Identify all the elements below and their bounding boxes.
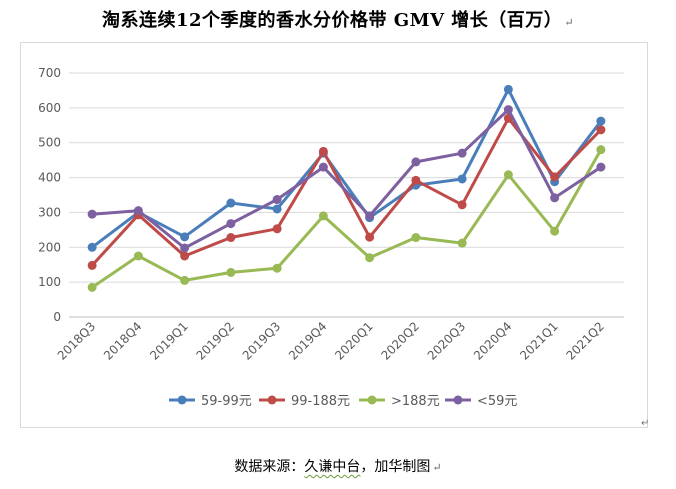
data-point [457,200,467,210]
series-line [90,148,603,289]
data-point [596,116,606,126]
x-tick-label: 2019Q1 [147,319,191,363]
data-point [318,211,328,221]
data-point [226,198,236,208]
y-tick-label: 200 [38,240,61,254]
chart-frame: 0 100 200 300 400 500 600 700 2018Q3 2018Q4 2019Q1… [20,42,648,428]
y-tick-label: 700 [38,66,61,80]
data-point [457,238,467,248]
data-point [550,172,560,182]
data-point [596,125,606,135]
paragraph-mark: ↵ [564,16,575,29]
legend-label: >188元 [391,394,440,409]
data-point [133,206,143,216]
data-point [411,233,421,243]
data-point [87,209,97,219]
legend-marker [177,395,187,405]
data-point [272,204,282,214]
data-point [457,148,467,158]
chart-title-text: 淘系连续12个季度的香水分价格带 GMV 增长（百万） [101,10,563,31]
x-tick-label: 2021Q1 [517,319,561,363]
data-point [226,267,236,277]
data-point [180,275,190,285]
data-point [226,233,236,243]
legend-label: <59元 [477,394,517,409]
y-tick-label: 400 [38,171,61,185]
x-tick-label: 2020Q4 [471,319,515,363]
source-prefix: 数据来源： [234,459,305,475]
data-point [272,224,282,234]
series-line [90,108,603,250]
data-point [180,251,190,261]
data-point [503,105,513,115]
legend-marker [367,395,377,405]
source-name: 久谦中台 [304,459,361,475]
data-point [550,226,560,236]
legend-label: 99-188元 [291,394,350,409]
x-tick-label: 2020Q1 [332,319,376,363]
paragraph-mark: ↵ [641,418,650,429]
source-note: 数据来源：久谦中台，加华制图 ↵ [0,456,676,476]
x-tick-label: 2018Q3 [55,319,99,363]
line-chart: 0 100 200 300 400 500 600 700 2018Q3 2018Q4 2019Q1… [38,66,624,409]
paragraph-mark: ↵ [432,461,442,474]
data-point [272,263,282,273]
data-point [457,174,467,184]
chart-title: 淘系连续12个季度的香水分价格带 GMV 增长（百万） ↵ [0,6,676,32]
x-tick-label: 2020Q2 [378,319,422,363]
legend-label: 59-99元 [201,394,252,409]
data-point [133,251,143,261]
data-point [318,146,328,156]
data-point [180,232,190,242]
x-tick-label: 2019Q3 [240,319,284,363]
y-tick-label: 0 [53,310,61,324]
legend-marker [267,395,277,405]
data-point [87,242,97,252]
y-tick-label: 600 [38,101,61,115]
data-point [365,211,375,221]
data-point [226,219,236,229]
y-tick-label: 100 [38,275,61,289]
source-suffix: ，加华制图 [360,459,431,475]
data-point [365,232,375,242]
data-point [503,84,513,94]
data-point [550,193,560,203]
data-point [411,157,421,167]
x-tick-label: 2020Q3 [425,319,469,363]
data-point [365,253,375,263]
data-point [180,243,190,253]
x-tick-label: 2019Q4 [286,319,330,363]
data-point [596,145,606,155]
x-tick-label: 2019Q2 [193,319,237,363]
data-point [503,170,513,180]
data-point [272,195,282,205]
series-line [90,87,603,249]
y-tick-label: 300 [38,205,61,219]
y-tick-label: 500 [38,136,61,150]
data-point [318,162,328,172]
x-tick-label: 2018Q4 [101,319,145,363]
x-tick-label: 2021Q2 [563,319,607,363]
legend-marker [453,395,463,405]
series-line [90,116,603,267]
data-point [596,162,606,172]
data-point [411,175,421,185]
data-point [87,260,97,270]
data-point [87,282,97,292]
